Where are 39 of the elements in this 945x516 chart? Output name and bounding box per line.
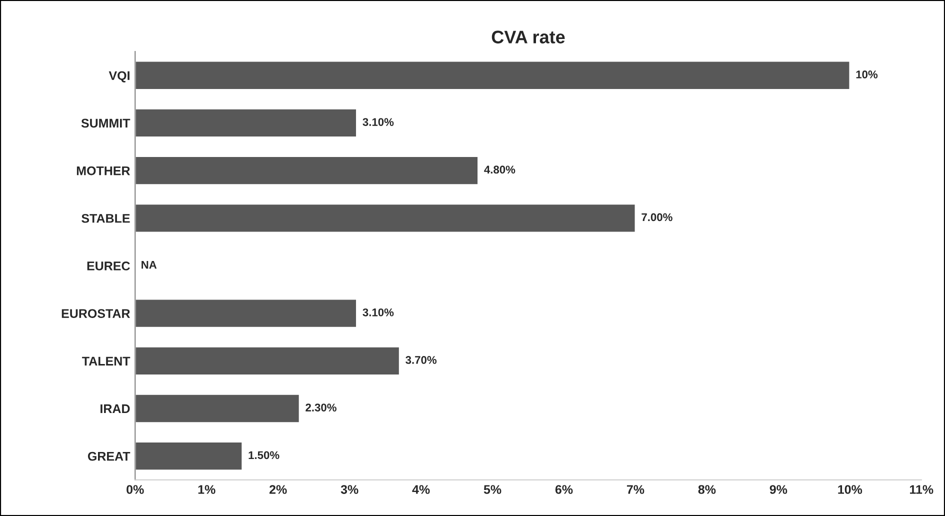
y-tick-label: SUMMIT [81, 118, 130, 128]
x-tick-label: 9% [770, 485, 788, 494]
y-tick-label: MOTHER [76, 166, 130, 176]
x-tick-label: 8% [698, 485, 716, 494]
data-label: 4.80% [484, 166, 516, 174]
x-tick-label: 6% [555, 485, 573, 494]
bar [135, 156, 479, 186]
x-tick-label: 5% [484, 485, 502, 494]
data-label: 3.10% [362, 118, 394, 126]
bar [135, 346, 400, 376]
y-tick-label: TALENT [82, 356, 130, 366]
y-tick-label: EUROSTAR [62, 309, 130, 318]
text: NA [142, 260, 157, 269]
chart-title: CVA rate [492, 30, 565, 44]
data-label: 3.10% [362, 308, 394, 316]
bar [135, 203, 636, 234]
y-tick-label: GREAT [88, 452, 130, 461]
data-label: 3.70% [406, 356, 437, 364]
x-tick-label: 0% [126, 485, 144, 494]
data-label: 7.00% [642, 213, 672, 222]
y-tick-label: STABLE [82, 214, 130, 223]
x-tick-label: 3% [340, 485, 358, 494]
data-label: 10% [856, 70, 878, 78]
x-tick-label: 4% [412, 485, 430, 494]
x-tick-label: 11% [910, 485, 934, 494]
x-tick-label: 7% [626, 485, 644, 494]
bar [135, 298, 358, 328]
data-label: 2.30% [306, 404, 336, 412]
y-tick-label: VQI [108, 71, 130, 82]
y-tick-label: IRAD [100, 404, 130, 414]
data-label: 1.50% [248, 451, 280, 460]
y-tick-label: EUREC [87, 262, 130, 270]
x-tick-label: 2% [269, 485, 287, 494]
bar [135, 60, 851, 90]
x-tick-label: 10% [838, 485, 862, 494]
bar [135, 441, 244, 472]
bar [135, 394, 300, 424]
bar [135, 108, 358, 138]
x-tick-label: 1% [198, 485, 216, 494]
